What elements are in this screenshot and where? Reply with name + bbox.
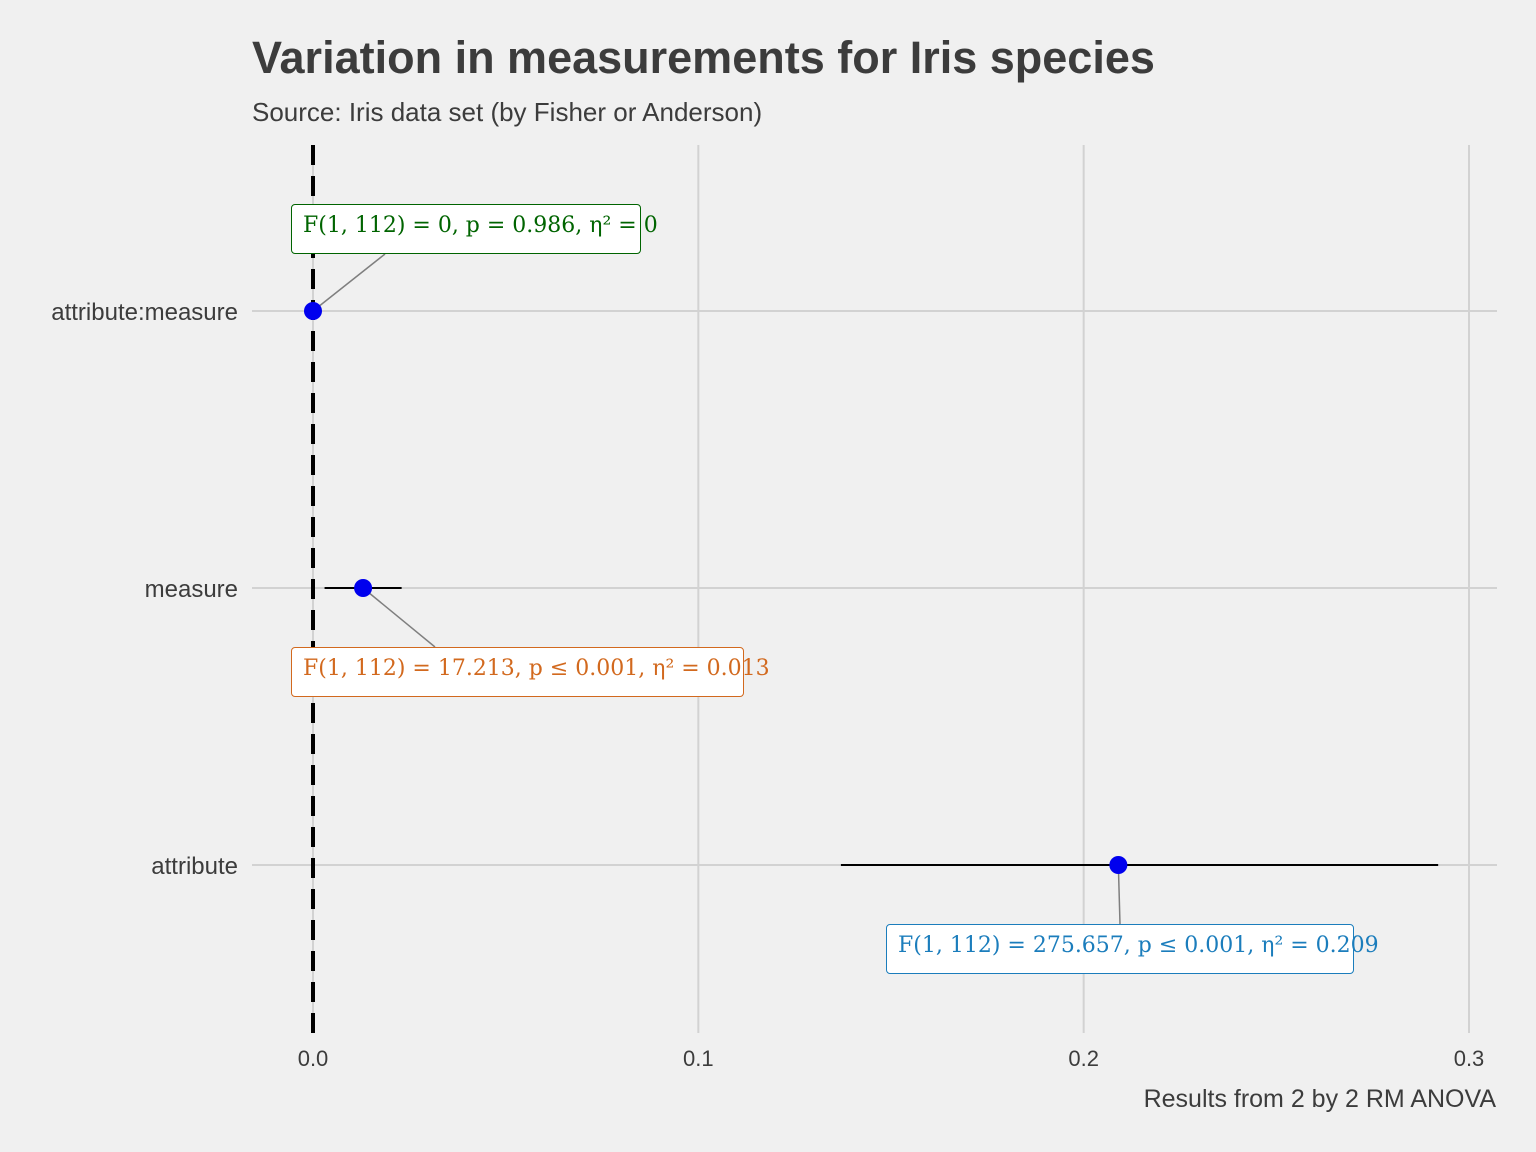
x-tick-label-0: 0.0	[298, 1046, 329, 1071]
stat-label-attribute: F(1, 112) = 275.657, p ≤ 0.001, η² = 0.2…	[886, 924, 1379, 974]
y-tick-label-0: attribute:measure	[51, 299, 238, 326]
label-connector-2	[1117, 864, 1121, 925]
chart-caption: Results from 2 by 2 RM ANOVA	[1143, 1085, 1496, 1113]
point-attribute	[1109, 856, 1128, 874]
chart-subtitle: Source: Iris data set (by Fisher or Ande…	[252, 97, 763, 127]
x-tick-label-3: 0.3	[1454, 1046, 1485, 1071]
stat-label-measure: F(1, 112) = 17.213, p ≤ 0.001, η² = 0.01…	[291, 647, 770, 697]
x-tick-label-2: 0.2	[1068, 1046, 1099, 1071]
label-connector-0	[312, 253, 386, 312]
x-tick-label-1: 0.1	[683, 1046, 714, 1071]
point-attribute-measure	[304, 302, 322, 320]
y-tick-label-1: measure	[145, 576, 238, 603]
label-connector-1	[362, 587, 436, 648]
point-measure	[354, 579, 373, 597]
y-tick-label-2: attribute	[151, 853, 238, 880]
chart-title: Variation in measurements for Iris speci…	[252, 32, 1155, 83]
stat-label-attribute-measure: F(1, 112) = 0, p = 0.986, η² = 0	[291, 204, 658, 254]
